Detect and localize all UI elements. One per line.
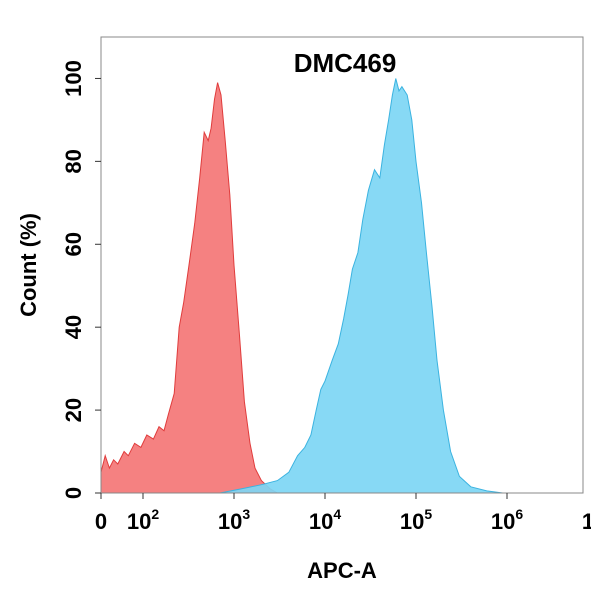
- x-axis: 0102103104105106107108: [95, 493, 591, 534]
- histogram-series-1: [100, 82, 280, 494]
- y-tick-label: 60: [61, 232, 86, 256]
- y-axis-label: Count (%): [16, 213, 41, 317]
- plot-frame: [100, 36, 584, 494]
- x-tick-label: 0: [95, 509, 107, 534]
- x-axis-label: APC-A: [307, 558, 377, 583]
- x-tick-label: 102: [127, 506, 159, 534]
- chart-title: DMC469: [294, 48, 397, 78]
- x-tick-label: 105: [400, 506, 432, 534]
- y-tick-label: 20: [61, 398, 86, 422]
- x-tick-label: 104: [309, 506, 341, 534]
- x-tick-label: 106: [491, 506, 523, 534]
- y-tick-label: 80: [61, 149, 86, 173]
- y-tick-label: 100: [61, 60, 86, 97]
- x-tick-label: 103: [218, 506, 250, 534]
- y-tick-label: 40: [61, 315, 86, 339]
- y-tick-label: 0: [61, 487, 86, 499]
- x-tick-label: 107: [582, 506, 591, 534]
- plot-series-layer: [100, 78, 503, 494]
- y-axis: 0 20 40 60 80 100: [61, 60, 101, 499]
- histogram-series-2: [219, 78, 503, 494]
